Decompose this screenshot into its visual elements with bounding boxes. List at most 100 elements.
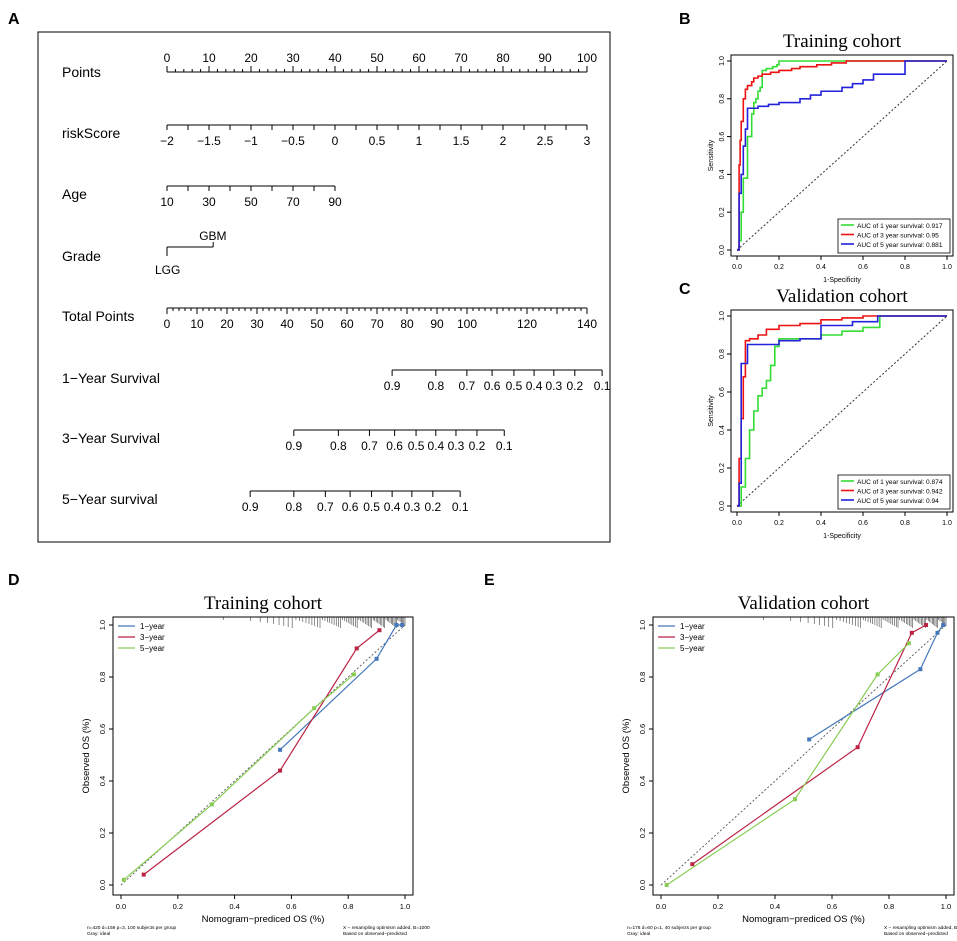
nomogram-tick-label: 0.1 bbox=[496, 439, 513, 453]
nomogram-tick-label: 0.3 bbox=[448, 439, 465, 453]
roc-validation-y-label: Sensitivity bbox=[708, 395, 715, 427]
roc-training-diagonal bbox=[736, 60, 948, 251]
nomogram-tick-label: 1.5 bbox=[453, 134, 470, 148]
panel-letter-d: D bbox=[8, 572, 20, 589]
nomogram-tick-label: 0.3 bbox=[545, 379, 562, 393]
cal-validation-cal-point bbox=[792, 797, 797, 802]
roc-validation-y-tick-label: 0.6 bbox=[719, 387, 726, 397]
nomogram-tick-label: 70 bbox=[454, 51, 468, 65]
roc-validation-y-tick-label: 0.0 bbox=[719, 501, 726, 511]
cal-training-y-tick-label: 0.8 bbox=[98, 672, 107, 682]
nomogram-tick-label: 0.5 bbox=[363, 500, 380, 514]
nomogram-tick-label: 100 bbox=[577, 51, 597, 65]
nomogram-tick-label: 90 bbox=[328, 195, 342, 209]
nomogram-tick-label: 0.6 bbox=[342, 500, 359, 514]
nomogram-tick-label: 30 bbox=[250, 317, 264, 331]
nomogram-tick-label: 0.7 bbox=[459, 379, 476, 393]
roc-training-panel: Training cohort 0.0 0.0 0.2 0.2 0.4 0.4 0.6 0.6 0… bbox=[708, 31, 952, 284]
roc-validation-plot-frame bbox=[730, 309, 954, 513]
roc-validation-x-tick-label: 0.2 bbox=[774, 520, 784, 527]
cal-training-y-tick-label: 0.4 bbox=[98, 776, 107, 786]
cal-training-cal-point bbox=[209, 802, 214, 807]
nomogram-tick-label: 10 bbox=[202, 51, 216, 65]
nomogram-tick-label: 3 bbox=[584, 134, 591, 148]
cal-training-cal-point bbox=[141, 872, 146, 877]
cal-validation-y-tick-label: 0.2 bbox=[638, 828, 647, 838]
roc-validation-y-tick-label: 0.4 bbox=[719, 425, 726, 435]
nomogram-tick-label: 140 bbox=[577, 317, 597, 331]
roc-training-x-tick-label: 1.0 bbox=[942, 264, 952, 271]
nomogram-tick-label: 20 bbox=[220, 317, 234, 331]
cal-training-panel: Training cohort 0.0 0.0 0.2 0.2 0.4 0.4 0.6 0.6 0… bbox=[81, 593, 430, 937]
roc-validation-roc-curve-3yr-series bbox=[737, 315, 947, 507]
nomogram-tick-label: 0.6 bbox=[484, 379, 501, 393]
cal-validation-plot-frame bbox=[652, 616, 955, 896]
cal-training-y-tick-label: 1.0 bbox=[98, 620, 107, 630]
cal-validation-cal-line-1year bbox=[808, 624, 944, 740]
panel-letter-c: C bbox=[679, 281, 691, 298]
cal-training-title: Training cohort bbox=[204, 593, 323, 614]
roc-training-legend-label: AUC of 3 year survival: bbox=[857, 233, 925, 240]
cal-training-x-tick-label: 0.6 bbox=[286, 902, 296, 911]
nomogram-tick-label: 0.5 bbox=[408, 439, 425, 453]
nomogram-tick-label: −1.5 bbox=[197, 134, 221, 148]
cal-validation-x-label: Nomogram−prediced OS (%) bbox=[742, 914, 865, 925]
nomogram-tick-label: 70 bbox=[370, 317, 384, 331]
cal-training-x-tick-label: 1.0 bbox=[400, 902, 410, 911]
roc-validation-diagonal bbox=[736, 315, 948, 507]
nomogram-tick-label: 0.6 bbox=[386, 439, 403, 453]
cal-validation-x-tick-label: 0.8 bbox=[884, 902, 894, 911]
cal-training-cal-point bbox=[377, 628, 382, 633]
roc-validation-panel: Validation cohort 0.0 0.0 0.2 0.2 0.4 0.4 0.6 0.… bbox=[708, 286, 952, 540]
cal-training-cal-line-5year bbox=[123, 673, 355, 881]
cal-validation-cal-point bbox=[918, 667, 923, 672]
cal-validation-y-tick-label: 0.0 bbox=[638, 880, 647, 890]
panel-letter-b: B bbox=[679, 11, 691, 28]
cal-training-plot-frame bbox=[112, 616, 414, 896]
nomogram-tick-label: 0.4 bbox=[526, 379, 543, 393]
roc-training-roc-curve-2yr-series bbox=[737, 60, 947, 251]
roc-validation-y-tick-label: 1.0 bbox=[719, 311, 726, 321]
roc-validation-roc-curve-1yr-series bbox=[737, 315, 947, 507]
roc-training-roc-curve-3yr-series bbox=[737, 60, 947, 251]
panel-letter-e: E bbox=[484, 572, 495, 589]
nomogram-tick-label: 0.5 bbox=[369, 134, 386, 148]
cal-validation-footnote-left: Gray: ideal bbox=[627, 931, 650, 937]
nomogram-tick-label: 40 bbox=[280, 317, 294, 331]
roc-validation-legend-label: AUC of 1 year survival: bbox=[857, 479, 925, 486]
cal-validation-x-tick-label: 1.0 bbox=[941, 902, 951, 911]
nomogram-label-1-year-survival: 1−Year Survival bbox=[62, 370, 160, 386]
cal-training-legend-label: 5−year bbox=[140, 644, 165, 653]
roc-validation-x-tick-label: 0.0 bbox=[732, 520, 742, 527]
roc-validation-title: Validation cohort bbox=[776, 286, 908, 307]
roc-validation-x-tick-label: 0.4 bbox=[816, 520, 826, 527]
cal-training-legend-label: 3−year bbox=[140, 633, 165, 642]
cal-training-y-tick-label: 0.0 bbox=[98, 880, 107, 890]
nomogram-tick-label: 90 bbox=[538, 51, 552, 65]
nomogram-tick-label: 50 bbox=[244, 195, 258, 209]
nomogram-tick-label: 0.2 bbox=[566, 379, 583, 393]
cal-training-x-tick-label: 0.2 bbox=[173, 902, 183, 911]
roc-validation-x-tick-label: 0.6 bbox=[858, 520, 868, 527]
nomogram-tick-label: 50 bbox=[310, 317, 324, 331]
cal-validation-y-tick-label: 0.4 bbox=[638, 776, 647, 786]
nomogram-tick-label: 80 bbox=[400, 317, 414, 331]
roc-validation-x-label: 1-Specificity bbox=[823, 533, 861, 540]
nomogram-tick-label: −1 bbox=[244, 134, 258, 148]
cal-validation-y-label: Observed OS (%) bbox=[621, 719, 632, 794]
cal-training-cal-point bbox=[121, 877, 126, 882]
cal-validation-footnote-right: X − resampling optimism added, B=1000 bbox=[884, 925, 957, 931]
nomogram-tick-label: 60 bbox=[412, 51, 426, 65]
roc-training-x-label: 1-Specificity bbox=[823, 277, 861, 284]
cal-training-cal-line-1year bbox=[279, 624, 403, 751]
nomogram-tick-label: 60 bbox=[340, 317, 354, 331]
cal-training-cal-point bbox=[351, 672, 356, 677]
roc-validation-x-tick-label: 1.0 bbox=[942, 520, 952, 527]
cal-training-x-label: Nomogram−prediced OS (%) bbox=[202, 914, 325, 925]
cal-training-x-tick-label: 0.0 bbox=[116, 902, 126, 911]
cal-validation-cal-point bbox=[664, 883, 669, 887]
nomogram-tick-label: 0.1 bbox=[452, 500, 469, 514]
nomogram-tick-label: 0.7 bbox=[361, 439, 378, 453]
